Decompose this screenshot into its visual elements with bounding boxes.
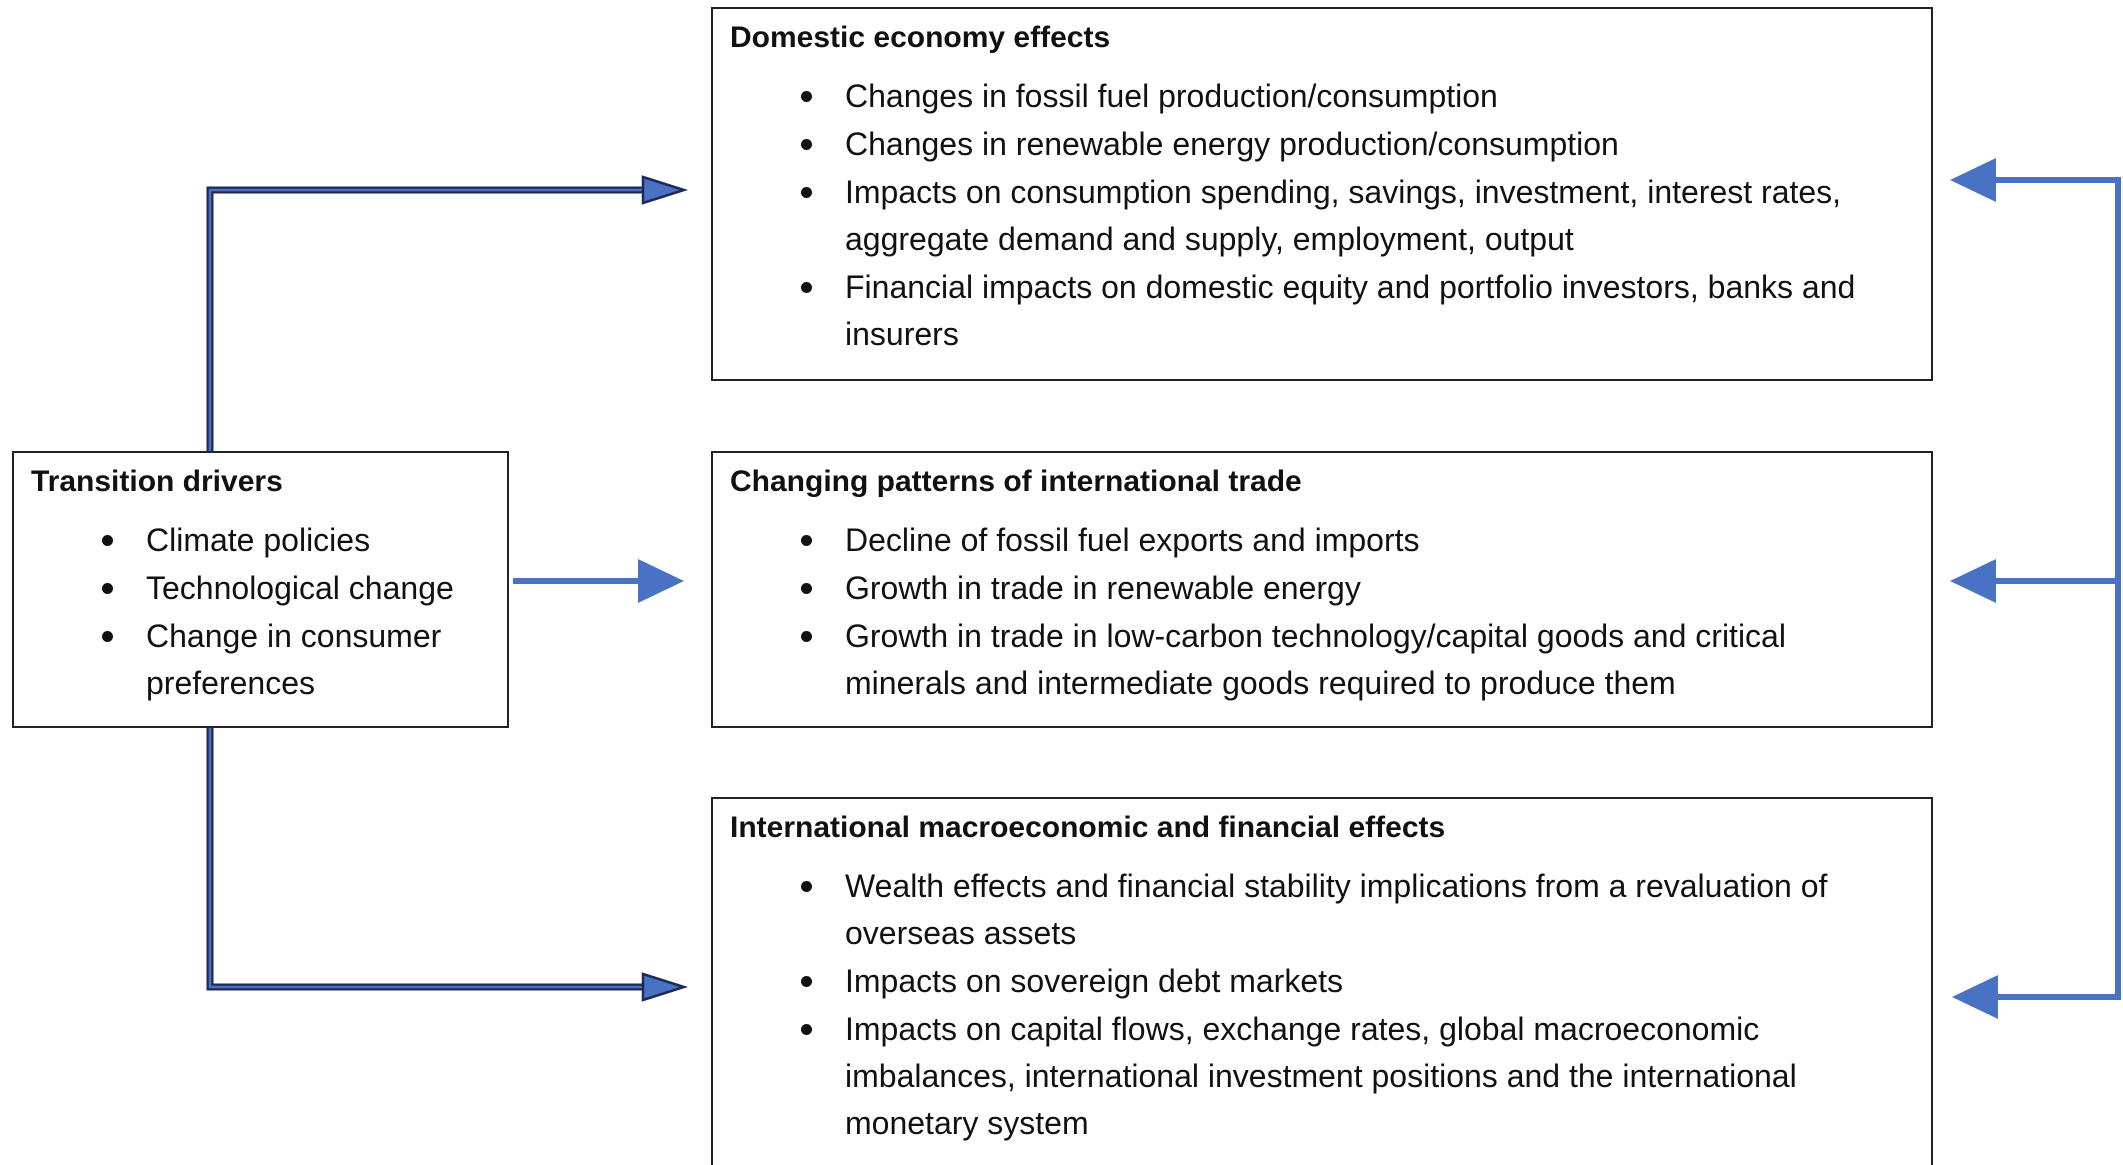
box-title: International macroeconomic and financia… bbox=[730, 811, 1446, 844]
bullet-item: Changes in fossil fuel production/consum… bbox=[801, 73, 1915, 120]
bottom-arrow-shaft-inner bbox=[208, 727, 645, 989]
bullet-item: Technological change bbox=[102, 565, 486, 612]
feedback-head-middle bbox=[1950, 559, 1996, 603]
feedback-arrows bbox=[1995, 177, 2121, 1000]
bullet-item: Climate policies bbox=[102, 517, 486, 564]
top-arrow-shaft bbox=[206, 186, 645, 451]
bottom-arrow-head bbox=[641, 972, 689, 1002]
box-title: Transition drivers bbox=[31, 465, 283, 498]
box-title: Domestic economy effects bbox=[730, 21, 1111, 54]
top-arrow-shaft-inner bbox=[208, 188, 645, 451]
bullet-list: Climate policies Technological change Chan… bbox=[102, 517, 486, 708]
bullet-list: Decline of fossil fuel exports and impor… bbox=[801, 517, 1915, 708]
bullet-item: Growth in trade in low-carbon technology… bbox=[801, 613, 1915, 707]
bullet-item: Growth in trade in renewable energy bbox=[801, 565, 1915, 612]
bullet-item: Impacts on capital flows, exchange rates… bbox=[801, 1006, 1920, 1147]
feedback-line bbox=[1995, 177, 2121, 1000]
text-box: Changing patterns of international trade… bbox=[711, 451, 1933, 728]
bottom-arrow-shaft bbox=[206, 727, 645, 991]
text-box: Transition drivers Climate policies Techno… bbox=[12, 451, 509, 728]
bullet-item: Changes in renewable energy production/c… bbox=[801, 121, 1915, 168]
middle-arrow-head bbox=[638, 559, 684, 603]
feedback-head-bottom bbox=[1952, 975, 1998, 1019]
bullet-item: Decline of fossil fuel exports and impor… bbox=[801, 517, 1915, 564]
bullet-item: Impacts on sovereign debt markets bbox=[801, 958, 1920, 1005]
bullet-list: Changes in fossil fuel production/consum… bbox=[801, 73, 1915, 359]
bullet-item: Financial impacts on domestic equity and… bbox=[801, 264, 1915, 358]
bullet-item: Impacts on consumption spending, savings… bbox=[801, 169, 1915, 263]
top-arrow-head bbox=[641, 175, 689, 205]
bullet-item: Wealth effects and financial stability i… bbox=[801, 863, 1920, 957]
text-box: International macroeconomic and financia… bbox=[711, 797, 1933, 1165]
feedback-head-top bbox=[1950, 158, 1996, 202]
box-title: Changing patterns of international trade bbox=[730, 465, 1302, 498]
bullet-item: Change in consumer preferences bbox=[102, 613, 486, 707]
bullet-list: Wealth effects and financial stability i… bbox=[801, 863, 1920, 1148]
text-box: Domestic economy effects Changes in fossi… bbox=[711, 7, 1933, 381]
driver-arrows bbox=[206, 175, 689, 1002]
